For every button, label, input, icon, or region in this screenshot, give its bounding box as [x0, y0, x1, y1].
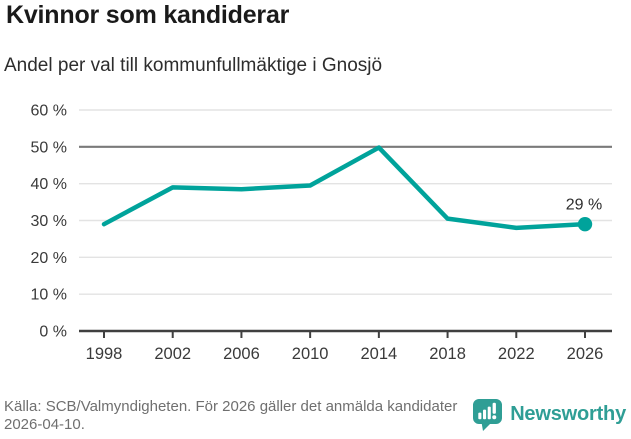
bar-chart-speech-bubble-icon — [473, 399, 503, 431]
line-chart: 0 % 10 % 20 % 30 % 40 % 50 % 60 % 1998 2002 2006 2… — [0, 95, 631, 382]
x-tick-label: 2022 — [498, 345, 535, 363]
end-value-label: 29 % — [566, 197, 602, 214]
chart-subtitle: Andel per val till kommunfullmäktige i G… — [4, 55, 383, 76]
end-data-point — [577, 216, 593, 232]
data-line — [101, 145, 588, 231]
x-tick-label: 2018 — [429, 345, 466, 363]
x-tick-label: 2026 — [567, 345, 604, 363]
y-tick-label: 20 % — [31, 250, 67, 267]
y-tick-label: 50 % — [31, 139, 67, 156]
x-tick-label: 2010 — [292, 345, 329, 363]
y-tick-label: 40 % — [31, 176, 67, 193]
y-tick-label: 0 % — [39, 324, 67, 341]
y-tick-label: 10 % — [31, 287, 67, 304]
y-tick-label: 30 % — [31, 213, 67, 230]
line-chart-svg: 0 % 10 % 20 % 30 % 40 % 50 % 60 % 1998 2002 2006 2… — [31, 103, 612, 363]
newsworthy-logo[interactable]: Newsworthy — [472, 398, 626, 431]
x-tick-label: 2002 — [154, 345, 191, 363]
chart-title: Kvinnor som kandiderar — [6, 1, 290, 29]
x-tick-label: 1998 — [86, 345, 123, 363]
source-note: Källa: SCB/Valmyndigheten. För 2026 gäll… — [4, 398, 458, 434]
newsworthy-wordmark: Newsworthy — [510, 403, 626, 425]
x-tick-label: 2014 — [360, 345, 397, 363]
x-tick-label: 2006 — [223, 345, 260, 363]
y-tick-label: 60 % — [31, 103, 67, 120]
